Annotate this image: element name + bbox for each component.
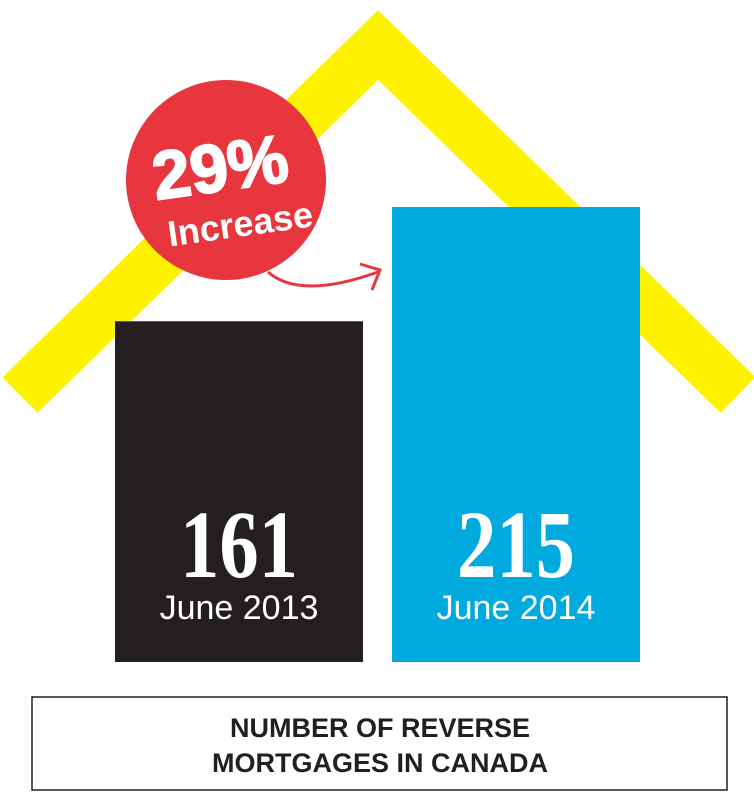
chart-title: NUMBER OF REVERSE [230,713,530,743]
x-tick-label: June 2014 [437,589,596,627]
x-tick-label: June 2013 [160,589,319,627]
title-box [31,696,728,791]
arrow [267,262,383,291]
badge [126,80,326,280]
value-label: 215 [457,492,575,598]
bar [392,207,640,662]
bar [115,321,363,662]
chart-title: MORTGAGES IN CANADA [212,748,548,778]
value-label: 161 [180,492,298,598]
badge-text: 29% Increase [147,120,316,255]
